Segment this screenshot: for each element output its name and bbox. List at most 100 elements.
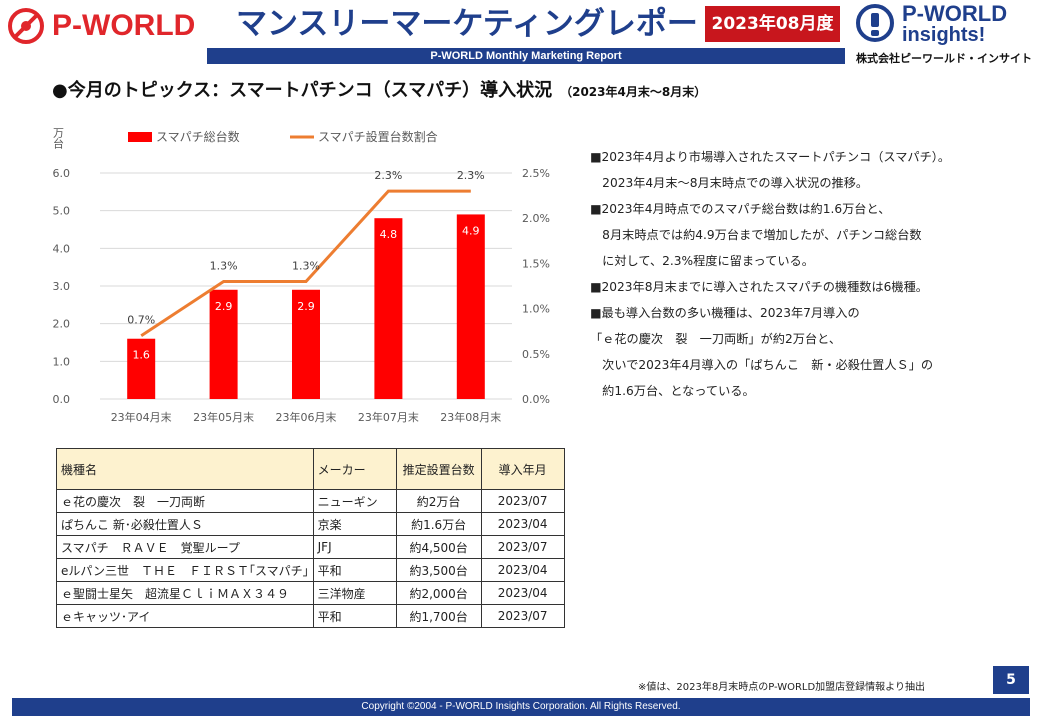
bar-value-label: 4.9 — [462, 224, 480, 237]
table-header-row: 機種名 メーカー 推定設置台数 導入年月 — [56, 448, 565, 490]
insights-logo-line1: P-WORLD — [902, 1, 1008, 26]
footnote: ※値は、2023年8月末時点のP-WORLD加盟店登録情報より抽出 — [638, 682, 925, 693]
y2-tick-label: 1.5% — [522, 257, 550, 270]
col-header-units: 推定設置台数 — [395, 448, 482, 490]
line-value-label: 1.3% — [210, 259, 238, 272]
line-value-label: 2.3% — [457, 169, 485, 182]
line-value-label: 1.3% — [292, 259, 320, 272]
legend-line-label: スマパチ設置台数割合 — [318, 129, 438, 144]
bar-value-label: 1.6 — [132, 349, 150, 362]
cell-maker: ニューギン — [312, 489, 397, 513]
cell-date: 2023/04 — [480, 581, 565, 605]
bar — [456, 214, 485, 399]
y-tick-label: 2.0 — [53, 318, 71, 331]
cell-date: 2023/04 — [480, 558, 565, 582]
table-row: スマパチ ＲＡＶＥ 覚聖ループ JFJ 約4,500台 2023/07 — [56, 535, 565, 559]
report-title: マンスリーマーケティングレポート — [236, 6, 729, 42]
x-tick-label: 23年08月末 — [440, 410, 501, 424]
table-row: ぱちんこ 新･必殺仕置人Ｓ 京楽 約1.6万台 2023/04 — [56, 512, 565, 536]
cell-maker: JFJ — [312, 535, 397, 559]
note-line: ■2023年4月時点でのスマパチ総台数は約1.6万台と、 — [590, 202, 891, 216]
smapachi-chart: 1.6 2.9 2.9 4.8 4.9 0.7% 1.3% 1.3% 2.3% 2.3% 0.0 1… — [52, 127, 550, 424]
col-header-date: 導入年月 — [480, 448, 565, 490]
table-row: ｅ花の慶次 裂 一刀両断 ニューギン 約2万台 2023/07 — [56, 489, 565, 513]
data-labels: 1.6 2.9 2.9 4.8 4.9 0.7% 1.3% 1.3% 2.3% 2.3% — [127, 169, 485, 362]
cell-model: スマパチ ＲＡＶＥ 覚聖ループ — [56, 535, 314, 559]
y-tick-label: 6.0 — [53, 167, 71, 180]
cell-units: 約3,500台 — [395, 558, 482, 582]
legend-bar-label: スマパチ総台数 — [156, 129, 240, 144]
bar — [374, 218, 403, 399]
cell-date: 2023/04 — [480, 512, 565, 536]
cell-model: eルパン三世 ＴＨＥ ＦＩＲＳＴ｢スマパチ｣ — [56, 558, 314, 582]
p-world-logo: P-WORLD — [8, 6, 208, 46]
note-line: ■最も導入台数の多い機種は、2023年7月導入の — [590, 306, 860, 320]
cell-units: 約2,000台 — [395, 581, 482, 605]
note-line: ■2023年4月より市場導入されたスマートパチンコ（スマパチ）。 — [590, 150, 951, 164]
x-tick-label: 23年06月末 — [276, 410, 337, 424]
section-period: （2023年4月末～8月末） — [560, 85, 707, 99]
legend-bar-swatch — [128, 132, 152, 142]
line-value-label: 2.3% — [374, 169, 402, 182]
cell-model: ｅ花の慶次 裂 一刀両断 — [56, 489, 314, 513]
table-row: eルパン三世 ＴＨＥ ＦＩＲＳＴ｢スマパチ｣ 平和 約3,500台 2023/04 — [56, 558, 565, 582]
section-title-text: ●今月のトピックス：スマートパチンコ（スマパチ）導入状況 — [52, 80, 553, 101]
copyright-footer: Copyright ©2004 - P-WORLD Insights Corpo… — [12, 698, 1030, 716]
bar-value-label: 2.9 — [215, 300, 233, 313]
line-value-label: 0.7% — [127, 314, 155, 327]
y2-tick-label: 0.0% — [522, 393, 550, 406]
date-badge: 2023年08月度 — [705, 6, 840, 42]
company-name: 株式会社ピーワールド・インサイト — [856, 52, 1032, 65]
col-header-model: 機種名 — [56, 448, 314, 490]
bar — [209, 289, 238, 399]
y-tick-label: 4.0 — [53, 242, 71, 255]
cell-units: 約1.6万台 — [395, 512, 482, 536]
y-axis-unit: 万台 — [52, 127, 65, 149]
chart-legend: スマパチ総台数 スマパチ設置台数割合 — [128, 129, 438, 144]
cell-date: 2023/07 — [480, 489, 565, 513]
y2-tick-label: 0.5% — [522, 348, 550, 361]
y2-tick-label: 2.5% — [522, 167, 550, 180]
cell-model: ぱちんこ 新･必殺仕置人Ｓ — [56, 512, 314, 536]
cell-units: 約2万台 — [395, 489, 482, 513]
note-line: 「ｅ花の慶次 裂 一刀両断」が約2万台と、 — [590, 332, 842, 346]
note-line: 約1.6万台、となっている。 — [590, 384, 755, 398]
exclamation-icon — [856, 4, 894, 42]
bar-value-label: 2.9 — [297, 300, 315, 313]
page-number: 5 — [993, 666, 1029, 694]
note-line: に対して、2.3%程度に留まっている。 — [590, 254, 814, 268]
note-line: 次いで2023年4月導入の「ぱちんこ 新・必殺仕置人Ｓ」の — [590, 358, 934, 372]
bar-value-label: 4.8 — [380, 228, 398, 241]
cell-date: 2023/07 — [480, 604, 565, 628]
model-table: 機種名 メーカー 推定設置台数 導入年月 ｅ花の慶次 裂 一刀両断 ニューギン 約2… — [56, 448, 565, 628]
table-row: ｅ聖闘士星矢 超流星ＣｌｉＭＡＸ３４９ 三洋物産 約2,000台 2023/04 — [56, 581, 565, 605]
cell-model: ｅキャッツ･アイ — [56, 604, 314, 628]
section-title: ●今月のトピックス：スマートパチンコ（スマパチ）導入状況 （2023年4月末～8月… — [52, 76, 706, 102]
topic-notes: ■2023年4月より市場導入されたスマートパチンコ（スマパチ）。 2023年4月… — [590, 144, 1035, 404]
cell-date: 2023/07 — [480, 535, 565, 559]
p-world-logo-text: P-WORLD — [52, 9, 196, 42]
p-world-logo-icon — [8, 8, 44, 44]
cell-maker: 平和 — [312, 558, 397, 582]
note-line: 2023年4月末～8月末時点での導入状況の推移。 — [590, 176, 869, 190]
bar-series — [127, 214, 485, 399]
y2-tick-label: 2.0% — [522, 212, 550, 225]
cell-model: ｅ聖闘士星矢 超流星ＣｌｉＭＡＸ３４９ — [56, 581, 314, 605]
x-tick-label: 23年05月末 — [193, 410, 254, 424]
chart-axes: 0.0 1.0 2.0 3.0 4.0 5.0 6.0 0.0% 0.5% 1.0% 1.5% 2.0… — [52, 127, 550, 424]
line-series — [140, 189, 471, 337]
x-tick-label: 23年07月末 — [358, 410, 419, 424]
y-tick-label: 5.0 — [53, 205, 71, 218]
x-tick-label: 23年04月末 — [111, 410, 172, 424]
bar — [127, 338, 156, 399]
y-tick-label: 3.0 — [53, 280, 71, 293]
y-tick-label: 0.0 — [53, 393, 71, 406]
cell-maker: 京楽 — [312, 512, 397, 536]
note-line: 8月末時点では約4.9万台まで増加したが、パチンコ総台数 — [590, 228, 922, 242]
report-subtitle-bar: P-WORLD Monthly Marketing Report — [207, 48, 845, 64]
cell-maker: 三洋物産 — [312, 581, 397, 605]
cell-maker: 平和 — [312, 604, 397, 628]
table-row: ｅキャッツ･アイ 平和 約1,700台 2023/07 — [56, 604, 565, 628]
y2-tick-label: 1.0% — [522, 303, 550, 316]
cell-units: 約1,700台 — [395, 604, 482, 628]
